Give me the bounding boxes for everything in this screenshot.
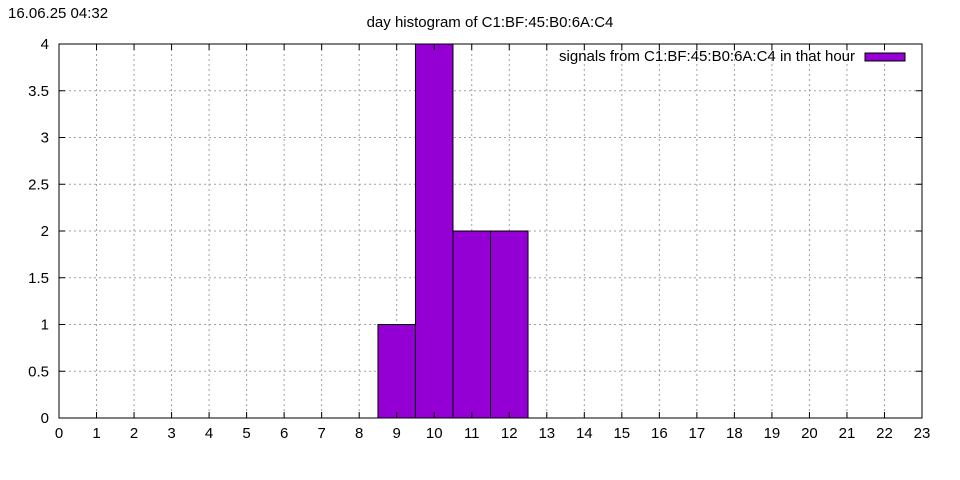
x-tick-label: 11 — [464, 425, 480, 442]
x-tick-label: 23 — [914, 425, 931, 442]
x-tick-label: 2 — [130, 425, 138, 442]
legend: signals from C1:BF:45:B0:6A:C4 in that h… — [559, 48, 906, 65]
y-tick-label: 0 — [41, 410, 49, 427]
x-tick-label: 7 — [317, 425, 325, 442]
x-tick-label: 4 — [205, 425, 213, 442]
x-tick-label: 13 — [538, 425, 555, 442]
x-tick-label: 8 — [355, 425, 363, 442]
y-tick-label: 3.5 — [28, 83, 49, 100]
y-tick-label: 1.5 — [28, 270, 49, 287]
y-tick-label: 2.5 — [28, 176, 49, 193]
x-tick-label: 10 — [426, 425, 443, 442]
x-tick-label: 19 — [764, 425, 781, 442]
bar — [377, 324, 416, 419]
x-tick-label: 22 — [876, 425, 893, 442]
x-tick-label: 21 — [839, 425, 856, 442]
bars — [377, 43, 529, 419]
x-tick-label: 18 — [726, 425, 743, 442]
y-tick-label: 2 — [41, 223, 49, 240]
x-tick-label: 14 — [576, 425, 593, 442]
x-tick-label: 15 — [613, 425, 630, 442]
x-tick-label: 3 — [167, 425, 175, 442]
x-tick-label: 12 — [501, 425, 518, 442]
axis-ticks: 0 1 2 3 4 5 6 7 8 9 10 11 12 13 14 15 16 17 18 19 20 21 22 2300… — [28, 36, 930, 442]
x-tick-label: 1 — [92, 425, 100, 442]
x-tick-label: 20 — [801, 425, 818, 442]
bar — [452, 230, 492, 419]
y-tick-label: 4 — [41, 36, 49, 53]
chart-title: day histogram of C1:BF:45:B0:6A:C4 — [367, 14, 614, 31]
x-tick-label: 6 — [280, 425, 288, 442]
x-tick-label: 9 — [393, 425, 401, 442]
x-tick-label: 5 — [242, 425, 250, 442]
bar — [414, 43, 454, 419]
timestamp: 16.06.25 04:32 — [8, 5, 108, 22]
x-tick-label: 16 — [651, 425, 668, 442]
y-tick-label: 0.5 — [28, 363, 49, 380]
x-tick-label: 17 — [689, 425, 706, 442]
legend-label: signals from C1:BF:45:B0:6A:C4 in that h… — [559, 48, 855, 65]
legend-swatch — [864, 52, 906, 62]
y-tick-label: 1 — [41, 317, 49, 334]
y-tick-label: 3 — [41, 130, 49, 147]
bar — [490, 230, 529, 419]
x-tick-label: 0 — [55, 425, 63, 442]
